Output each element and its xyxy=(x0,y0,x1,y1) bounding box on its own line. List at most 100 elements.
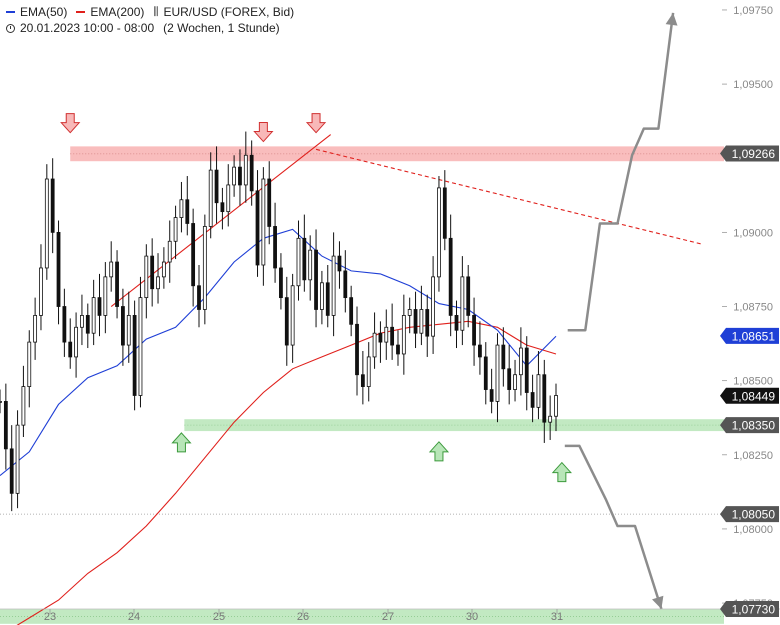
candle-body xyxy=(103,276,108,316)
candle-body xyxy=(355,323,359,376)
candle-body xyxy=(360,374,365,387)
scenario-paths-layer xyxy=(564,12,678,610)
price-label-box xyxy=(720,506,779,523)
scenario-path-down xyxy=(564,444,663,610)
ema200-layer xyxy=(16,320,557,625)
range-note-label: (2 Wochen, 1 Stunde) xyxy=(163,21,280,35)
ema200-swatch xyxy=(76,11,86,13)
candle-body xyxy=(9,448,14,494)
trendline-dashed xyxy=(315,148,703,245)
candle-body xyxy=(554,395,558,417)
candle-body xyxy=(220,202,225,213)
candle-body xyxy=(290,285,295,346)
y-tick-label: 1,09500 xyxy=(733,79,773,91)
candle-body xyxy=(126,315,131,346)
candle-body xyxy=(524,347,529,393)
x-tick-label: 24 xyxy=(128,611,140,623)
candle-body xyxy=(202,226,207,310)
candle-body xyxy=(454,315,459,331)
x-tick-label: 26 xyxy=(297,611,309,623)
ema50-swatch xyxy=(6,11,15,13)
candle-body xyxy=(27,341,32,387)
candle-body xyxy=(85,315,90,334)
candle-body xyxy=(138,297,143,396)
candle-body xyxy=(448,237,453,316)
candle-body xyxy=(308,249,313,281)
candle-body xyxy=(0,401,2,403)
price-label-text: 1,09266 xyxy=(732,147,776,161)
candle-body xyxy=(372,332,377,358)
candle-body xyxy=(495,344,500,402)
candle-body xyxy=(437,187,441,278)
candle-body xyxy=(208,169,213,227)
scenario-path-up xyxy=(567,12,675,332)
candle-body xyxy=(472,315,476,346)
candle-body xyxy=(50,178,55,233)
price-label-1: 1,08651 xyxy=(720,327,779,344)
candle-body xyxy=(518,347,523,376)
zone-support-2 xyxy=(0,609,724,624)
y-tick-label: 1,08250 xyxy=(733,450,773,462)
legend-row-series: EMA(50) EMA(200) ⫼ EUR/USD (FOREX, Bid) xyxy=(6,4,294,20)
candle-body xyxy=(460,276,465,331)
candle-body xyxy=(68,341,73,358)
candle-body xyxy=(431,276,436,337)
candle-body xyxy=(378,332,383,343)
candle-body xyxy=(97,297,102,316)
candlestick-icon: ⫼ xyxy=(153,6,159,18)
candle-body xyxy=(132,315,137,396)
candle-body xyxy=(425,309,430,337)
signal-arrow-down-1 xyxy=(253,122,274,143)
candle-body xyxy=(173,217,178,242)
y-tick-label: 1,08750 xyxy=(733,302,773,314)
candle-body xyxy=(62,306,67,343)
candle-body xyxy=(407,309,412,316)
ema50-legend-label: EMA(50) xyxy=(20,5,68,19)
instrument-label: EUR/USD (FOREX, Bid) xyxy=(163,5,295,19)
candle-body xyxy=(156,276,160,290)
candles-layer xyxy=(0,131,558,512)
candle-body xyxy=(150,255,155,290)
y-tick-label: 1,08000 xyxy=(733,524,773,536)
candle-body xyxy=(109,261,114,278)
x-tick-label: 30 xyxy=(466,611,478,623)
x-tick-label: 31 xyxy=(551,611,563,623)
candle-body xyxy=(513,374,517,390)
candle-body xyxy=(536,374,541,408)
candle-body xyxy=(185,199,190,224)
candle-body xyxy=(214,169,219,204)
candle-body xyxy=(15,424,20,494)
candle-body xyxy=(279,267,283,299)
candle-body xyxy=(343,270,348,299)
candle-body xyxy=(284,297,289,346)
candle-body xyxy=(390,326,395,346)
x-tick-label: 27 xyxy=(382,611,394,623)
price-label-box xyxy=(720,145,779,162)
candle-body xyxy=(366,356,371,387)
candle-body xyxy=(255,190,260,266)
candle-body xyxy=(319,282,324,310)
price-label-text: 1,08449 xyxy=(732,389,776,403)
candle-body xyxy=(413,309,418,334)
y-tick-label: 1,08500 xyxy=(733,376,773,388)
candle-body xyxy=(273,226,277,269)
candle-body xyxy=(226,184,231,213)
y-tick-label: 1,09000 xyxy=(733,227,773,239)
signal-arrow-down-2 xyxy=(305,113,327,134)
candle-body xyxy=(325,282,330,316)
candle-body xyxy=(296,237,301,287)
candle-body xyxy=(401,315,406,355)
candle-body xyxy=(91,297,96,334)
ema200-line xyxy=(16,320,557,625)
scenario-arrowhead-down xyxy=(652,595,664,609)
candle-body xyxy=(331,255,336,316)
candle-body xyxy=(337,255,342,272)
candle-body xyxy=(261,178,266,266)
signal-arrow-up-4 xyxy=(428,441,450,462)
candle-body xyxy=(442,187,447,239)
candle-body xyxy=(179,199,184,218)
candle-body xyxy=(74,326,78,358)
price-label-4: 1,08050 xyxy=(720,506,779,523)
candle-body xyxy=(191,223,196,287)
